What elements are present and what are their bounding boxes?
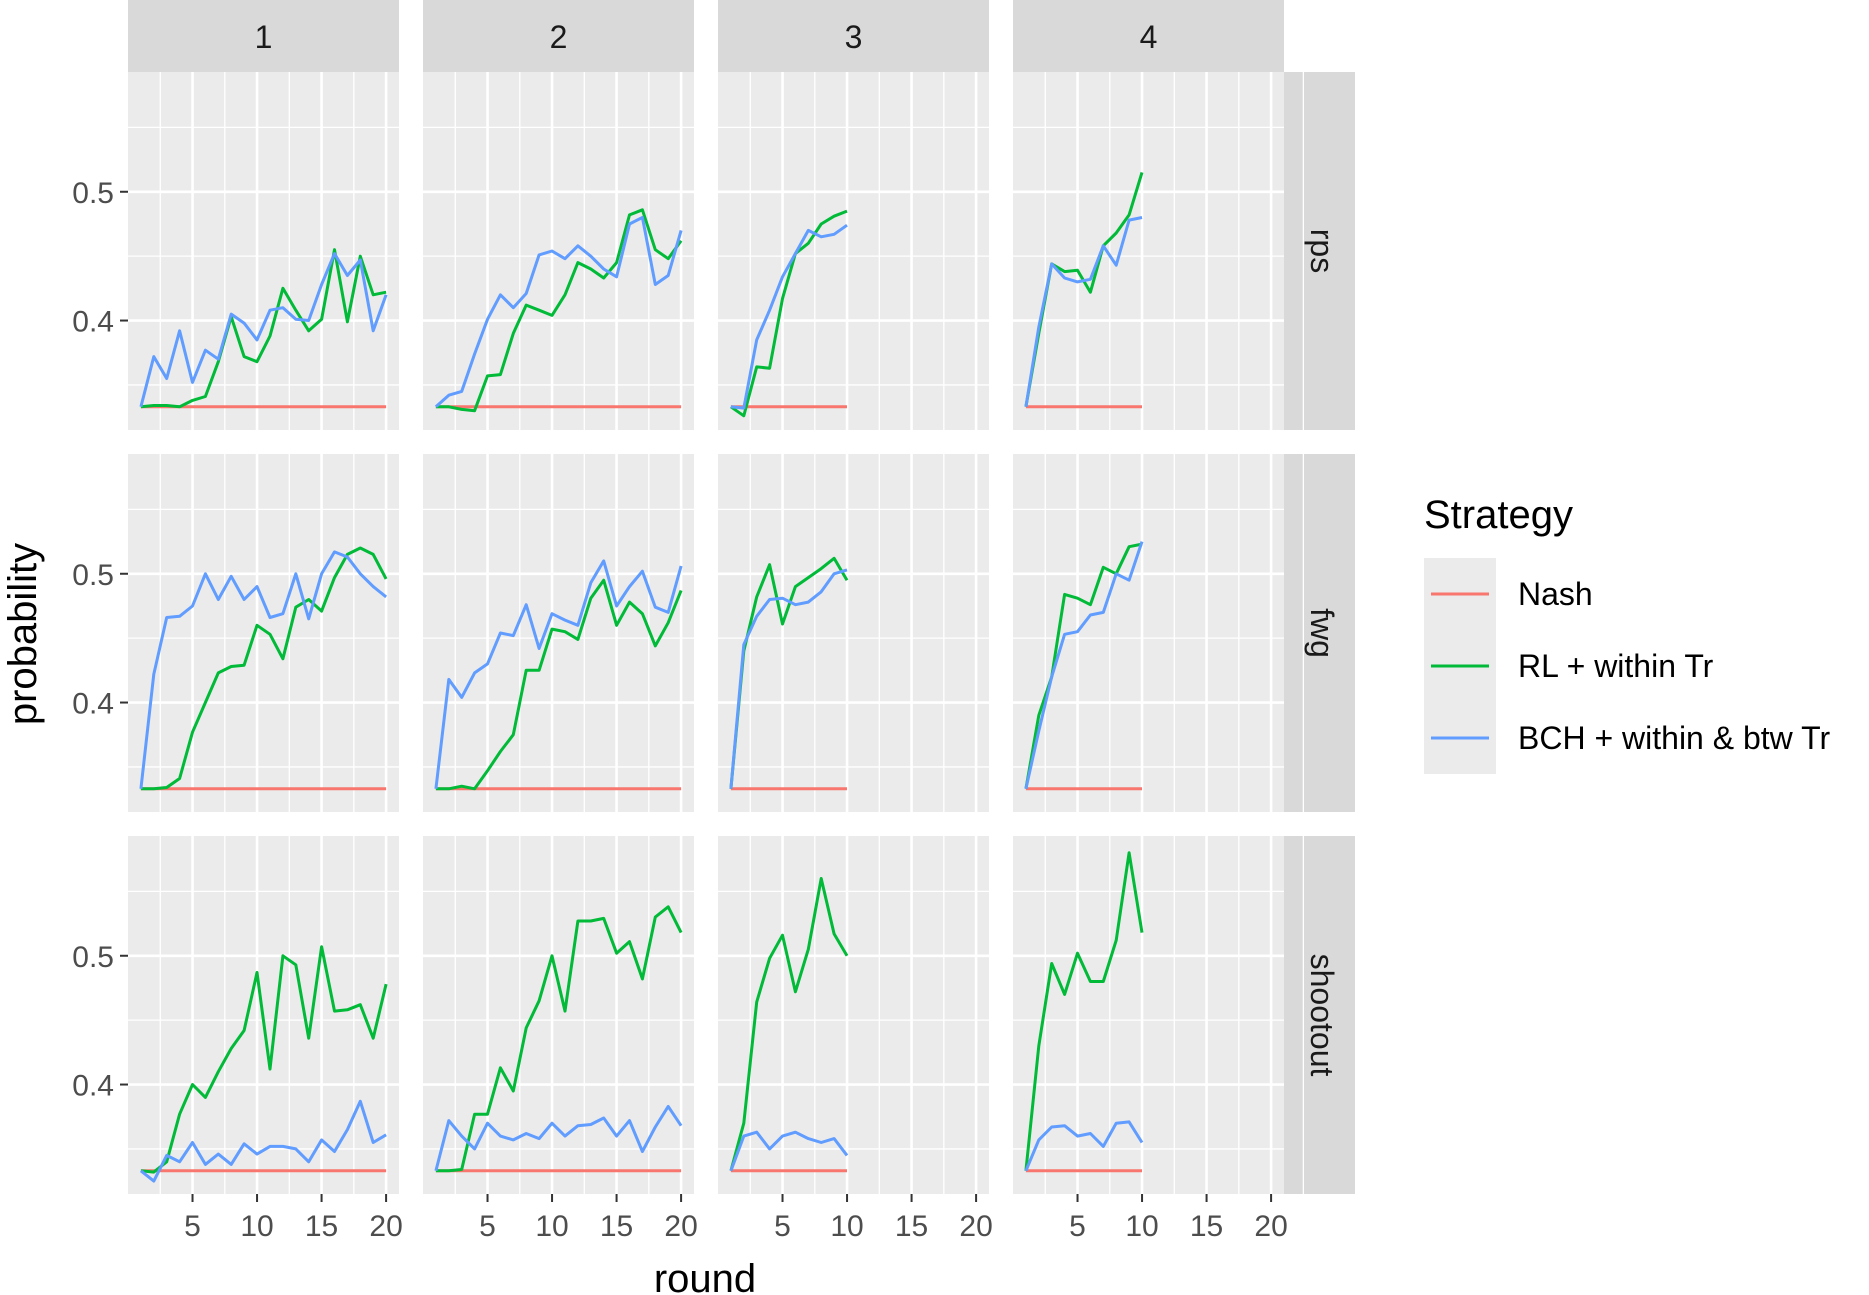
row-strip [1284, 72, 1355, 430]
series-line-rl-within-tr [435, 578, 683, 791]
series-line-bch-within-btw-tr [729, 1130, 849, 1172]
panel-background [1013, 454, 1284, 812]
panel-background [1013, 72, 1284, 430]
x-tick-label: 5 [184, 1210, 201, 1243]
series-line-rl-within-tr [1024, 542, 1143, 790]
series-line-rl-within-tr [729, 877, 849, 1172]
row-strip-label: fwg [1304, 608, 1340, 658]
series-line-rl-within-tr [1024, 851, 1144, 1171]
x-tick-label: 5 [774, 1210, 791, 1243]
panel-background [423, 72, 694, 430]
series-line-rl-within-tr [435, 905, 683, 1173]
column-strip [128, 0, 399, 72]
x-tick-label: 15 [895, 1210, 928, 1243]
legend-title: Strategy [1424, 493, 1573, 537]
series-line-bch-within-btw-tr [729, 568, 848, 789]
panel-background [718, 72, 989, 430]
y-tick-label: 0.5 [72, 559, 114, 592]
panel-background [423, 454, 694, 812]
row-strip [1284, 454, 1355, 812]
series-line-rl-within-tr [729, 556, 849, 789]
series-line-bch-within-btw-tr [1024, 216, 1143, 408]
x-tick-label: 20 [664, 1210, 697, 1243]
legend-keys: Nash RL + within Tr BCH + within & btw Tr [1424, 558, 1830, 774]
y-tick-label: 0.4 [72, 1070, 114, 1103]
column-strip-label: 3 [845, 19, 863, 55]
x-tick-label: 10 [1125, 1210, 1158, 1243]
panel-background [128, 454, 399, 812]
panels-layer: 1 2 3 4 rps fwg shootout 0.4 0.5 0.4 0.5 0.4 0.5 5 10 1… [72, 0, 1355, 1243]
x-tick-label: 20 [369, 1210, 402, 1243]
x-tick-label: 5 [1069, 1210, 1086, 1243]
legend-entry-label: RL + within Tr [1518, 648, 1714, 684]
x-tick-label: 5 [479, 1210, 496, 1243]
series-line-bch-within-btw-tr [1024, 541, 1144, 790]
panel-background [423, 836, 694, 1194]
legend-entry-label: Nash [1518, 576, 1593, 612]
column-strip [423, 0, 694, 72]
series-line-bch-within-btw-tr [434, 1104, 683, 1172]
column-strip-label: 1 [255, 19, 273, 55]
x-tick-label: 10 [240, 1210, 273, 1243]
series-line-rl-within-tr [140, 945, 388, 1174]
series-line-bch-within-btw-tr [1024, 1120, 1144, 1172]
series-line-bch-within-btw-tr [139, 550, 388, 789]
panel-background [1013, 836, 1284, 1194]
series-line-bch-within-btw-tr [139, 1099, 387, 1183]
row-strip-label: rps [1304, 229, 1340, 273]
column-strip-label: 2 [550, 19, 568, 55]
y-tick-label: 0.4 [72, 306, 114, 339]
y-tick-label: 0.5 [72, 941, 114, 974]
legend-entry-label: BCH + within & btw Tr [1518, 720, 1830, 756]
x-tick-label: 15 [1190, 1210, 1223, 1243]
x-tick-label: 20 [1254, 1210, 1287, 1243]
x-axis-title: round [654, 1257, 756, 1295]
series-line-bch-within-btw-tr [730, 223, 848, 410]
series-line-rl-within-tr [730, 209, 848, 418]
column-strip [718, 0, 989, 72]
y-tick-label: 0.5 [72, 177, 114, 210]
series-line-rl-within-tr [140, 546, 388, 791]
row-strip [1284, 836, 1355, 1194]
x-tick-label: 10 [535, 1210, 568, 1243]
series-line-bch-within-btw-tr [139, 252, 388, 408]
series-line-bch-within-btw-tr [434, 559, 683, 789]
y-axis-title: probability [1, 543, 45, 725]
series-line-rl-within-tr [435, 208, 683, 413]
panel-background [718, 836, 989, 1194]
series-line-rl-within-tr [140, 248, 387, 409]
y-tick-label: 0.4 [72, 688, 114, 721]
series-line-bch-within-btw-tr [434, 216, 683, 408]
row-strip-label: shootout [1304, 954, 1340, 1077]
x-tick-label: 15 [600, 1210, 633, 1243]
x-tick-label: 10 [830, 1210, 863, 1243]
column-strip [1013, 0, 1284, 72]
x-tick-label: 20 [959, 1210, 992, 1243]
legend: Strategy Nash RL + within Tr BCH + within … [1424, 493, 1830, 774]
panel-background [718, 454, 989, 812]
x-tick-label: 15 [305, 1210, 338, 1243]
column-strip-label: 4 [1140, 19, 1158, 55]
